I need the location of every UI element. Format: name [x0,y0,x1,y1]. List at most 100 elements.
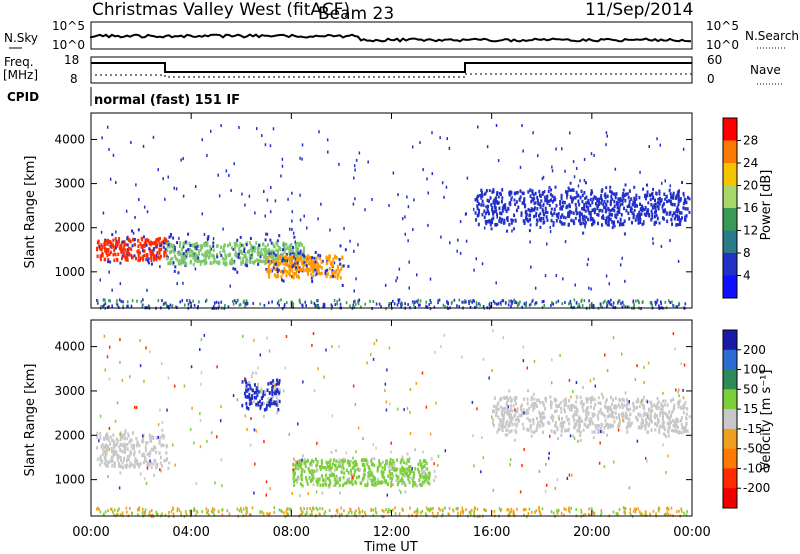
echo-point [554,421,557,425]
echo-point [329,274,332,279]
echo-point [615,192,618,196]
echo-point [119,244,122,248]
echo-point [325,274,328,279]
echo-point [572,434,575,438]
ground-scatter-point [171,305,174,309]
ground-scatter-point [444,506,446,510]
echo-point [556,427,559,432]
noise-point [225,169,228,173]
echo-point [272,382,275,386]
ground-scatter-point [580,508,583,512]
noise-point [640,399,643,403]
ground-scatter-point [353,513,356,517]
echo-point [111,449,114,453]
ground-scatter-point [593,512,596,516]
noise-point [157,423,160,427]
ground-scatter-point [186,298,188,302]
noise-point [408,260,410,264]
ground-scatter-point [448,506,451,510]
ground-scatter-point [288,507,291,511]
echo-point [128,464,131,469]
echo-point [629,206,632,210]
ground-scatter-point [459,510,462,514]
noise-point [301,143,304,147]
noise-point [146,210,149,214]
echo-point [327,477,330,481]
echo-point [537,421,540,425]
echo-point [166,256,169,261]
noise-point [149,350,151,354]
ground-scatter-point [621,305,624,309]
echo-point [608,212,611,216]
echo-point [412,481,415,486]
echo-point [105,239,108,243]
echo-point [532,193,535,197]
ground-scatter-point [468,302,470,306]
echo-point [381,460,384,464]
echo-point [614,396,617,401]
echo-point [159,455,162,460]
noise-point [551,169,554,173]
echo-point [514,399,517,403]
echo-point [152,462,155,466]
echo-point [307,267,310,271]
echo-point [331,462,334,466]
ground-scatter-point [444,305,446,309]
echo-point [336,276,339,280]
ground-scatter-point [245,506,247,510]
echo-point [419,459,422,463]
echo-point [594,403,597,407]
echo-point [630,197,633,201]
echo-point [605,398,608,402]
noise-point [325,348,327,352]
echo-point [564,190,567,194]
colorbar-swatch [723,275,737,299]
echo-point [347,477,350,481]
echo-point [111,438,114,443]
echo-point [173,245,176,249]
echo-point [285,262,288,267]
ground-scatter-point [285,301,288,305]
echo-point [547,189,550,194]
echo-point [492,200,495,204]
echo-point [272,266,275,270]
echo-point [576,429,579,433]
noise-point [130,439,133,443]
echo-point [671,418,674,423]
ground-scatter-point [462,509,465,513]
echo-point [272,388,275,392]
ground-scatter-point [446,300,448,304]
echo-point [308,476,311,480]
ground-scatter-point [180,511,182,515]
echo-point [342,264,345,268]
ground-scatter-point [385,508,387,512]
power-colorbar-label: Power [dB] [759,170,774,241]
echo-point [312,476,315,480]
ground-scatter-point [575,508,577,512]
noise-point [605,274,608,278]
echo-point [597,213,600,217]
echo-point [652,187,655,191]
ground-scatter-point [317,299,319,303]
echo-point [593,430,596,434]
noise-point [241,192,243,196]
noise-point [264,214,266,218]
echo-point [549,400,552,404]
ground-scatter-point [131,299,134,303]
echo-point [106,449,109,453]
echo-point [334,270,337,275]
echo-point [276,252,279,257]
noise-point [219,419,222,423]
ground-scatter-point [582,513,585,517]
echo-point [184,256,187,261]
echo-point [192,256,195,260]
echo-point [116,244,119,248]
ground-scatter-point [635,299,637,303]
ground-scatter-point [259,302,262,306]
echo-point [477,211,480,215]
noise-point [566,196,568,200]
echo-point [331,268,334,272]
echo-point [644,424,647,428]
echo-point [129,450,132,454]
noise-point [605,143,607,147]
